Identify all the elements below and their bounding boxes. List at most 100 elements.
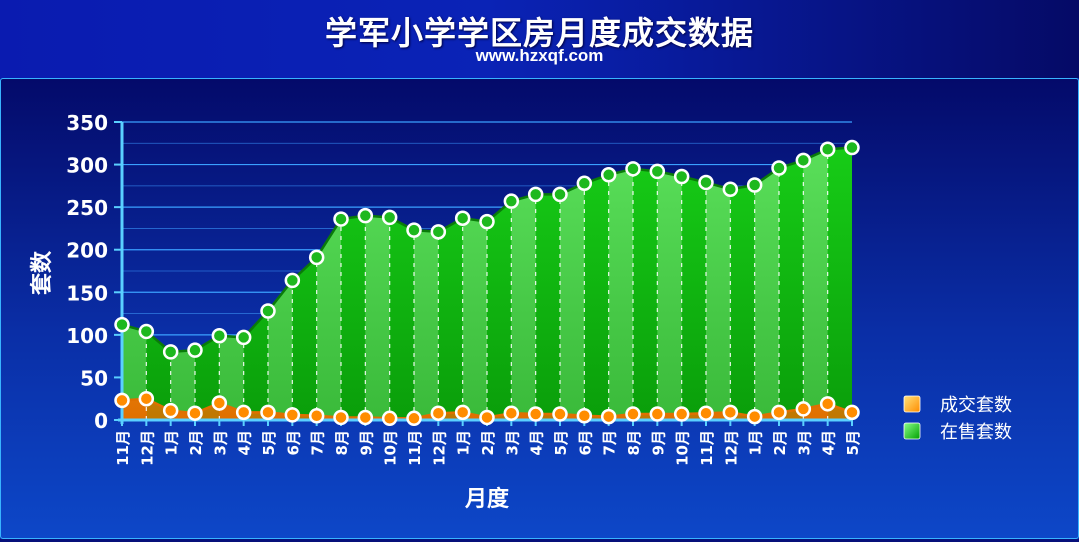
y-tick-label: 0 bbox=[94, 409, 108, 433]
point-deals bbox=[430, 405, 447, 421]
point-on-sale bbox=[187, 342, 203, 358]
area-stripe-on-sale bbox=[341, 147, 366, 420]
point-on-sale bbox=[284, 272, 301, 289]
x-tick-label: 4月 bbox=[236, 430, 254, 455]
point-on-sale bbox=[114, 316, 130, 333]
point-deals bbox=[187, 405, 203, 421]
point-deals bbox=[673, 406, 690, 422]
point-deals bbox=[308, 407, 325, 424]
area-stripe-on-sale bbox=[122, 147, 147, 420]
x-tick-label: 1月 bbox=[455, 430, 473, 455]
area-stripe-on-sale bbox=[389, 147, 415, 420]
chart-subtitle: www.hzxqf.com bbox=[475, 46, 604, 65]
area-stripe-on-sale bbox=[365, 147, 391, 420]
x-tick-label: 9月 bbox=[357, 430, 375, 455]
point-deals bbox=[260, 404, 276, 421]
area-stripe-on-sale bbox=[584, 147, 610, 420]
x-tick-label: 2月 bbox=[187, 430, 205, 455]
point-deals bbox=[576, 407, 593, 424]
series-deals-points bbox=[114, 390, 860, 427]
point-on-sale bbox=[576, 175, 593, 192]
point-deals bbox=[746, 408, 763, 425]
point-deals bbox=[162, 402, 179, 419]
point-deals bbox=[771, 404, 787, 421]
point-deals bbox=[844, 404, 860, 421]
area-stripe-on-sale bbox=[462, 147, 488, 420]
point-deals bbox=[333, 409, 349, 426]
area-stripe-on-sale bbox=[438, 147, 464, 420]
point-on-sale bbox=[527, 186, 544, 203]
point-deals bbox=[600, 408, 617, 425]
point-deals bbox=[211, 395, 228, 411]
point-deals bbox=[406, 410, 422, 427]
area-stripe-on-sale bbox=[827, 147, 852, 420]
point-on-sale bbox=[454, 210, 471, 226]
x-axis-label: 月度 bbox=[464, 486, 510, 512]
area-stripe-on-sale bbox=[243, 147, 269, 420]
x-tick-label: 8月 bbox=[625, 430, 643, 455]
point-deals bbox=[381, 410, 398, 427]
legend: 成交套数 在售套数 bbox=[903, 395, 1012, 443]
x-tick-label: 2月 bbox=[771, 430, 789, 455]
legend-swatch-on-sale bbox=[903, 422, 921, 440]
x-tick-label: 5月 bbox=[260, 430, 278, 455]
area-stripe-on-sale bbox=[146, 147, 172, 420]
point-on-sale bbox=[722, 181, 739, 198]
x-tick-label: 7月 bbox=[601, 430, 619, 455]
area-stripe-on-sale bbox=[681, 147, 707, 420]
y-tick-label: 100 bbox=[66, 324, 108, 348]
area-stripe-on-sale bbox=[170, 147, 196, 420]
chart-header: 学军小学学区房月度成交数据 www.hzxqf.com bbox=[0, 0, 1079, 78]
x-tick-label: 8月 bbox=[333, 430, 351, 455]
point-deals bbox=[138, 390, 155, 407]
point-deals bbox=[819, 396, 836, 412]
point-deals bbox=[235, 404, 252, 421]
point-deals bbox=[722, 404, 739, 421]
x-tick-label: 5月 bbox=[844, 430, 862, 455]
point-on-sale bbox=[381, 209, 398, 226]
area-stripe-on-sale bbox=[754, 147, 780, 420]
point-on-sale bbox=[844, 139, 860, 156]
point-on-sale bbox=[430, 224, 447, 240]
x-tick-label: 2月 bbox=[479, 430, 497, 455]
x-tick-label: 11月 bbox=[114, 430, 132, 466]
area-stripe-on-sale bbox=[657, 147, 683, 420]
y-tick-label: 300 bbox=[66, 154, 108, 178]
point-on-sale bbox=[649, 163, 666, 180]
area-stripe-on-sale bbox=[608, 147, 634, 420]
x-tick-label: 3月 bbox=[795, 430, 813, 455]
point-deals bbox=[625, 406, 641, 422]
x-tick-label: 11月 bbox=[406, 430, 424, 466]
point-on-sale bbox=[503, 193, 520, 209]
area-stripe-on-sale bbox=[633, 147, 658, 420]
x-tick-label: 10月 bbox=[674, 430, 692, 466]
point-on-sale bbox=[698, 174, 714, 191]
point-on-sale bbox=[138, 323, 155, 340]
point-on-sale bbox=[235, 329, 252, 346]
y-tick-label: 200 bbox=[66, 239, 108, 263]
area-stripe-on-sale bbox=[195, 147, 220, 420]
x-tick-label: 5月 bbox=[552, 430, 570, 455]
area-stripe-on-sale bbox=[779, 147, 804, 420]
x-tick-label: 12月 bbox=[722, 430, 740, 466]
point-deals bbox=[552, 406, 568, 422]
x-tick-label: 3月 bbox=[503, 430, 521, 455]
point-on-sale bbox=[308, 249, 325, 266]
x-tick-label: 6月 bbox=[576, 430, 594, 455]
area-stripe-on-sale bbox=[219, 147, 245, 420]
area-stripe-on-sale bbox=[535, 147, 561, 420]
x-tick-label: 7月 bbox=[309, 430, 327, 455]
x-tick-label: 3月 bbox=[211, 430, 229, 455]
point-deals bbox=[649, 406, 666, 422]
point-deals bbox=[357, 409, 374, 426]
x-tick-label: 4月 bbox=[820, 430, 838, 455]
point-deals bbox=[479, 409, 495, 426]
area-stripe-on-sale bbox=[706, 147, 731, 420]
point-deals bbox=[114, 392, 130, 409]
x-tick-labels: 11月 12月 1月 2月 3月 4月 5月 6月 7月 8月 9月 10月 11月 12月 1月 2月 3月 4… bbox=[114, 430, 862, 466]
area-stripe-on-sale bbox=[487, 147, 512, 420]
area-stripe-on-sale bbox=[560, 147, 585, 420]
series-on-sale-points bbox=[114, 139, 860, 360]
area-stripe-on-sale bbox=[414, 147, 439, 420]
